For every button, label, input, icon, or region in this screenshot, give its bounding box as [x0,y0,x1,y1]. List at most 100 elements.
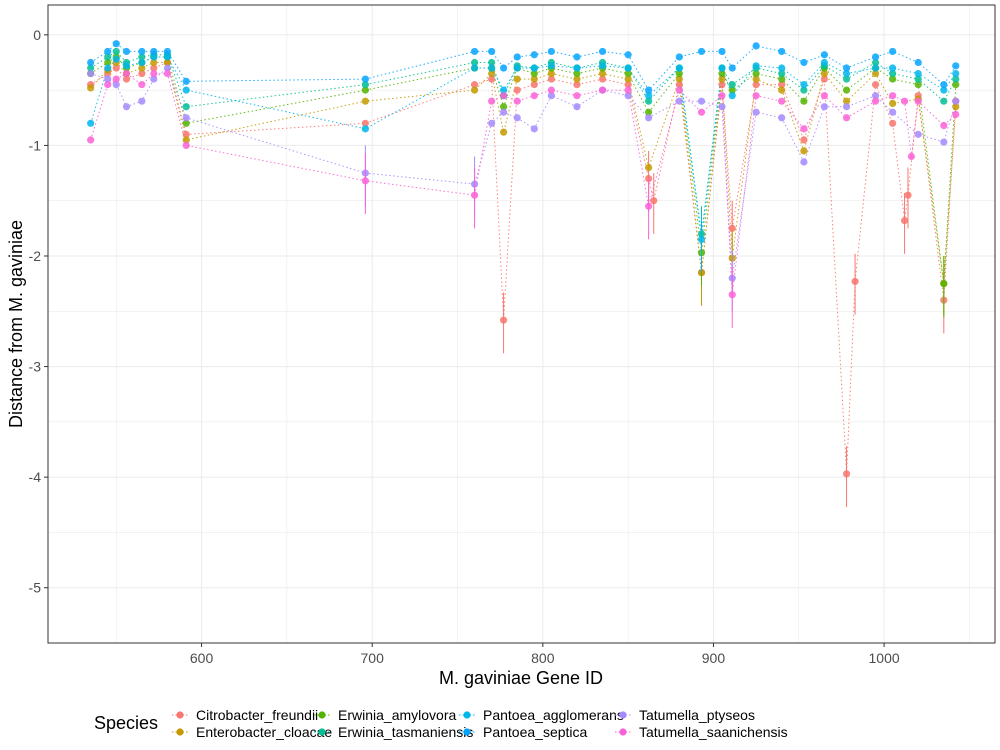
data-point [513,75,521,83]
data-point [547,92,555,100]
data-point [182,114,190,122]
data-point [150,53,158,61]
data-point [800,86,808,94]
data-point [800,125,808,133]
data-point [87,58,95,67]
data-point [573,53,581,61]
series-line [90,43,957,91]
data-point [624,81,632,89]
y-tick-label: -2 [29,248,42,264]
data-point [914,58,922,67]
data-point [138,97,146,105]
data-point [645,92,653,100]
data-point [361,97,369,105]
data-point [904,191,912,199]
data-point [361,177,369,185]
data-point [871,58,880,67]
data-point [470,86,479,94]
data-point [778,75,786,83]
data-point [778,69,786,78]
data-point [728,224,736,232]
data-point [842,114,851,122]
data-point [697,97,706,105]
data-point [104,47,112,56]
data-point [122,69,131,78]
data-point [530,51,538,59]
data-point [889,108,897,116]
data-point [163,64,172,72]
data-point [645,108,653,116]
data-point [182,130,190,138]
data-point [547,69,555,78]
data-point [952,75,960,83]
data-point [598,62,607,70]
data-point [150,75,158,83]
data-point [87,84,95,92]
data-point [87,69,95,78]
y-tick-label: -3 [29,359,42,375]
data-point [513,53,521,61]
data-point [573,64,581,72]
data-point [530,92,538,100]
data-point [800,58,808,67]
data-point [361,125,369,133]
data-point [800,158,808,166]
data-point [645,97,653,105]
data-point [820,103,828,111]
data-point [645,86,653,94]
data-point [547,75,555,83]
x-tick-label: 700 [361,650,385,666]
data-point [718,81,726,89]
data-point [952,110,960,119]
data-point [513,97,521,105]
data-point [499,103,508,111]
data-point [573,103,581,111]
data-point [163,47,172,56]
x-axis-ticks: 600 700 800 900 1000 [190,643,900,666]
data-point [914,75,922,83]
legend-key-point [619,711,627,719]
data-point [907,152,915,161]
data-point [871,53,880,61]
data-point [778,86,786,94]
data-point [499,128,508,136]
data-point [718,47,726,56]
data-point [675,75,683,83]
data-point [800,97,808,105]
data-point [361,81,369,89]
data-point [900,97,909,105]
data-point [598,69,607,78]
data-point [499,316,508,324]
data-point [752,42,760,50]
data-point [914,81,922,89]
data-point [871,92,880,100]
data-point [547,86,555,94]
data-point [800,147,808,155]
legend-label: Erwinia_amylovora [338,707,456,723]
data-point [871,64,880,72]
data-point [718,69,726,78]
data-point [752,108,760,116]
data-point [87,64,95,72]
data-point [138,58,146,67]
data-point [851,277,859,286]
data-point [940,97,948,105]
x-tick-label: 1000 [869,650,900,666]
data-point [499,86,508,94]
data-point [488,58,496,67]
data-point [112,75,120,83]
data-point [718,103,726,111]
data-point [470,47,479,56]
data-point [547,62,555,70]
data-point [573,81,581,89]
data-point [889,47,897,56]
data-point [889,75,897,83]
data-point [104,58,112,67]
data-point [122,103,131,111]
data-point [675,53,683,61]
legend-label: Erwinia_tasmaniensis [338,724,473,740]
data-point [624,75,632,83]
data-point [718,92,726,100]
data-point [952,69,960,78]
